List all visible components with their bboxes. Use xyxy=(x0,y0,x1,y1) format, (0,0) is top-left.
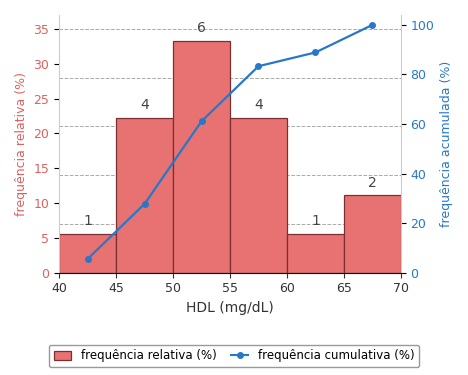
Text: 4: 4 xyxy=(140,98,149,112)
Text: 4: 4 xyxy=(254,98,263,112)
Legend: frequência relativa (%), frequência cumulativa (%): frequência relativa (%), frequência cumu… xyxy=(49,345,419,367)
X-axis label: HDL (mg/dL): HDL (mg/dL) xyxy=(186,301,274,315)
Bar xyxy=(59,234,116,273)
Bar xyxy=(230,118,287,273)
Text: 6: 6 xyxy=(197,21,206,35)
Y-axis label: frequência relativa (%): frequência relativa (%) xyxy=(15,72,28,216)
Text: 2: 2 xyxy=(368,176,377,190)
Bar xyxy=(344,195,401,273)
Text: 1: 1 xyxy=(311,214,320,228)
Text: 1: 1 xyxy=(83,214,92,228)
Bar xyxy=(173,40,230,273)
Bar xyxy=(287,234,344,273)
Bar xyxy=(116,118,173,273)
Y-axis label: frequência acumulada (%): frequência acumulada (%) xyxy=(440,61,453,227)
